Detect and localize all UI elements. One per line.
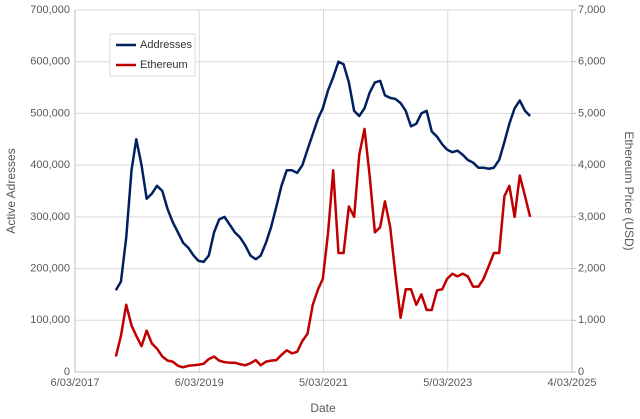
y-axis-title: Active Adresses	[4, 148, 18, 233]
y2-tick-label: 7,000	[578, 4, 606, 16]
y-tick-label: 0	[64, 366, 70, 378]
legend-box	[109, 33, 196, 77]
y-tick-label: 100,000	[30, 314, 70, 326]
y-tick-label: 600,000	[30, 56, 70, 68]
y2-tick-label: 0	[578, 366, 584, 378]
y2-tick-label: 6,000	[578, 56, 606, 68]
y2-tick-label: 5,000	[578, 107, 606, 119]
y-tick-label: 200,000	[30, 262, 70, 274]
y2-tick-label: 2,000	[578, 262, 606, 274]
y-tick-label: 300,000	[30, 211, 70, 223]
legend-label: Ethereum	[140, 59, 188, 71]
y2-axis-title: Ethereum Price (USD)	[622, 131, 636, 250]
x-tick-label: 4/03/2025	[548, 377, 597, 389]
y2-tick-label: 3,000	[578, 211, 606, 223]
y2-tick-label: 4,000	[578, 159, 606, 171]
series-line	[114, 60, 532, 291]
y2-tick-label: 1,000	[578, 314, 606, 326]
series-line	[114, 127, 532, 369]
x-axis-title: Date	[310, 401, 336, 415]
y-tick-label: 700,000	[30, 4, 70, 16]
x-tick-label: 6/03/2017	[51, 377, 100, 389]
x-tick-label: 5/03/2023	[423, 377, 472, 389]
y-tick-label: 500,000	[30, 107, 70, 119]
x-tick-label: 6/03/2019	[175, 377, 224, 389]
y-tick-label: 400,000	[30, 159, 70, 171]
x-tick-label: 5/03/2021	[299, 377, 348, 389]
legend-label: Addresses	[140, 39, 192, 51]
